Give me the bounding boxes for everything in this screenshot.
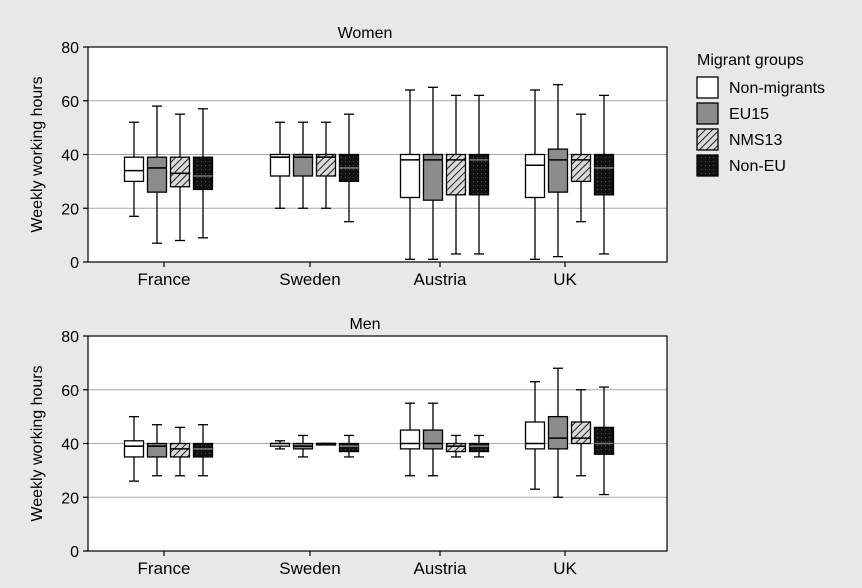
men-ytick-label-80: 80: [61, 329, 79, 346]
women-xtick-label-sweden: Sweden: [279, 270, 340, 289]
box-iqr: [445, 442, 467, 453]
women-ytick-label-0: 0: [70, 255, 79, 272]
legend-swatch: [696, 76, 719, 99]
panel-men: 0 20 40 60 80 France Sweden Austria UK Men Weekly …: [29, 316, 668, 578]
box-iqr: [292, 153, 314, 177]
box-iqr: [593, 153, 615, 196]
women-xtick-label-uk: UK: [553, 270, 577, 289]
women-box-uk-nms13: [570, 113, 592, 223]
box-iqr: [593, 426, 615, 455]
box-iqr: [547, 415, 569, 450]
women-box-france-non-migrants: [123, 121, 145, 217]
box-iqr: [169, 156, 191, 188]
men-xtick-label-uk: UK: [553, 559, 577, 578]
box-iqr: [468, 442, 490, 453]
box-iqr: [422, 429, 444, 450]
men-ytick-label-20: 20: [61, 490, 79, 507]
box-iqr: [524, 421, 546, 450]
legend-swatch: [696, 154, 719, 177]
men-box-uk-eu15: [547, 367, 569, 498]
legend-label: Non-migrants: [729, 80, 825, 97]
box-iqr: [338, 442, 360, 453]
box-iqr: [570, 153, 592, 183]
box-iqr: [570, 421, 592, 445]
women-ytick-label-40: 40: [61, 148, 79, 165]
women-box-sweden-nms13: [315, 121, 337, 209]
women-ytick-label-20: 20: [61, 201, 79, 218]
legend-item-non-eu: Non-EU: [696, 154, 786, 177]
women-box-austria-eu15: [422, 86, 444, 260]
women-box-sweden-non-eu: [338, 113, 360, 223]
men-box-austria-nms13: [445, 434, 467, 458]
women-box-uk-non-migrants: [524, 89, 546, 260]
women-box-sweden-eu15: [292, 121, 314, 209]
box-iqr: [192, 442, 214, 458]
panel-women: 0 20 40 60 80 France Sweden Austria UK Women Weekl…: [29, 25, 668, 289]
box-iqr: [269, 153, 291, 177]
legend-item-eu15: EU15: [696, 102, 769, 125]
men-box-france-non-eu: [192, 424, 214, 477]
men-xtick-label-austria: Austria: [414, 559, 467, 578]
men-box-uk-nms13: [570, 389, 592, 477]
men-y-axis-title: Weekly working hours: [29, 365, 46, 521]
men-box-austria-non-eu: [468, 434, 490, 458]
men-box-austria-eu15: [422, 402, 444, 477]
box-iqr: [445, 153, 467, 196]
box-iqr: [422, 153, 444, 201]
men-xtick-label-france: France: [138, 559, 191, 578]
women-ytick-label-80: 80: [61, 40, 79, 57]
legend-label: Non-EU: [729, 158, 786, 175]
box-iqr: [524, 153, 546, 199]
women-box-austria-non-migrants: [399, 89, 421, 260]
women-box-france-non-eu: [192, 108, 214, 239]
men-xtick-label-sweden: Sweden: [279, 559, 340, 578]
women-box-austria-non-eu: [468, 94, 490, 255]
legend-swatch: [696, 128, 719, 151]
men-ytick-label-40: 40: [61, 437, 79, 454]
box-iqr: [399, 153, 421, 199]
legend-item-nms13: NMS13: [696, 128, 782, 151]
men-box-uk-non-migrants: [524, 381, 546, 490]
legend-label: EU15: [729, 106, 769, 123]
women-box-france-eu15: [146, 105, 168, 244]
women-box-austria-nms13: [445, 94, 467, 255]
men-ytick-label-60: 60: [61, 383, 79, 400]
women-box-sweden-non-migrants: [269, 121, 291, 209]
men-box-france-nms13: [169, 426, 191, 477]
box-iqr: [468, 153, 490, 196]
women-y-axis-title: Weekly working hours: [29, 76, 46, 232]
women-box-uk-non-eu: [593, 94, 615, 255]
box-iqr: [123, 440, 145, 458]
women-box-france-nms13: [169, 113, 191, 242]
men-ytick-label-0: 0: [70, 544, 79, 561]
women-ytick-label-60: 60: [61, 94, 79, 111]
women-xtick-label-austria: Austria: [414, 270, 467, 289]
legend-title: Migrant groups: [697, 52, 804, 69]
women-panel-title: Women: [338, 25, 393, 42]
box-iqr: [123, 156, 145, 183]
box-iqr: [315, 153, 337, 177]
box-iqr: [146, 156, 168, 193]
box-iqr: [547, 148, 569, 193]
women-xtick-label-france: France: [138, 270, 191, 289]
men-box-uk-non-eu: [593, 386, 615, 496]
men-box-austria-non-migrants: [399, 402, 421, 477]
women-box-uk-eu15: [547, 83, 569, 258]
men-box-sweden-nms13: [315, 442, 337, 446]
legend-label: NMS13: [729, 132, 782, 149]
legend-swatch: [696, 102, 719, 125]
box-iqr: [192, 156, 214, 191]
men-box-sweden-non-eu: [338, 434, 360, 458]
legend-item-non-migrants: Non-migrants: [696, 76, 825, 99]
men-box-sweden-eu15: [292, 434, 314, 458]
men-box-france-non-migrants: [123, 415, 145, 482]
men-panel-title: Men: [349, 316, 380, 333]
box-iqr: [169, 442, 191, 458]
men-box-sweden-non-migrants: [269, 440, 291, 450]
men-box-france-eu15: [146, 424, 168, 477]
legend: Migrant groups Non-migrants EU15 NMS13 Non-…: [696, 52, 825, 177]
box-iqr: [399, 429, 421, 450]
